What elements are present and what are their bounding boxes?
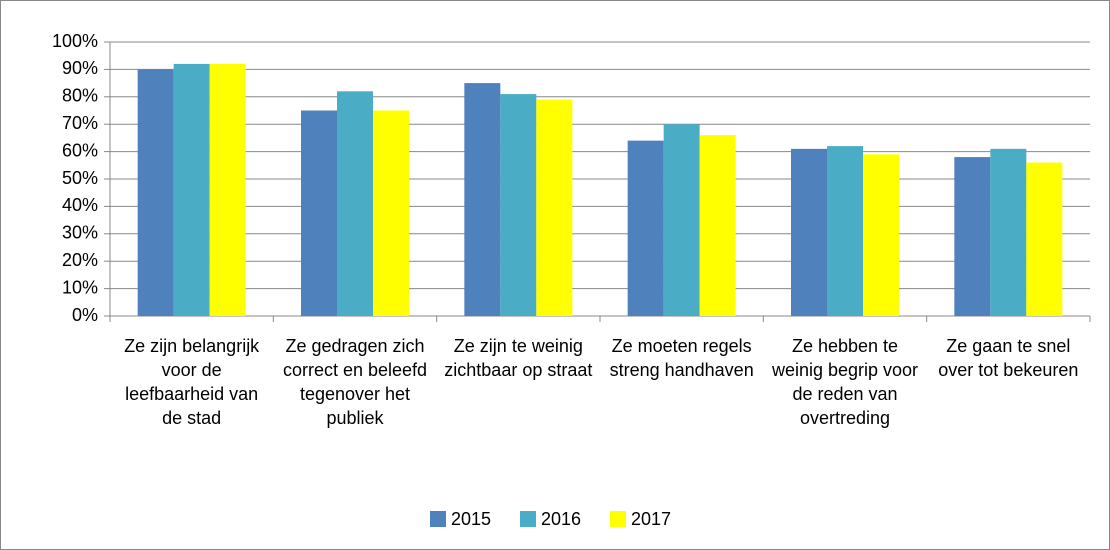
legend-label: 2015 — [451, 509, 491, 529]
y-tick-label: 30% — [62, 223, 98, 243]
x-tick-label: Ze gedragen zich correct en beleefd tege… — [282, 336, 428, 428]
x-tick-label: Ze zijn te weinig zichtbaar op straat — [444, 336, 593, 380]
x-tick-label: Ze hebben te weinig begrip voor de reden… — [771, 336, 919, 428]
y-tick-label: 50% — [62, 168, 98, 188]
bar — [627, 140, 664, 316]
bar — [954, 157, 991, 316]
bar — [173, 63, 210, 316]
y-tick-label: 0% — [72, 305, 98, 325]
y-tick-label: 80% — [62, 86, 98, 106]
y-tick-label: 90% — [62, 58, 98, 78]
bar — [209, 63, 246, 316]
bar — [373, 110, 409, 316]
bar — [990, 148, 1027, 316]
y-tick-label: 60% — [62, 140, 98, 160]
x-tick-label: Ze gaan te snel over tot bekeuren — [938, 336, 1079, 380]
bar — [301, 110, 337, 316]
legend-swatch — [610, 511, 626, 527]
bar — [137, 69, 174, 317]
legend-label: 2016 — [541, 509, 581, 529]
bar — [1026, 162, 1063, 316]
bar — [536, 99, 573, 316]
x-tick-label: Ze zijn belangrijk voor de leefbaarheid … — [124, 336, 260, 428]
bar — [337, 91, 373, 316]
y-tick-label: 20% — [62, 250, 98, 270]
bar — [863, 154, 899, 316]
bar — [699, 135, 736, 316]
y-tick-label: 100% — [52, 31, 98, 51]
bar — [663, 124, 700, 316]
bar — [500, 94, 537, 316]
y-tick-label: 10% — [62, 277, 98, 297]
y-tick-label: 40% — [62, 195, 98, 215]
bar — [791, 148, 827, 316]
x-tick-label: Ze moeten regels streng handhaven — [609, 336, 754, 380]
legend-label: 2017 — [631, 509, 671, 529]
legend-swatch — [430, 511, 446, 527]
bar — [464, 83, 501, 316]
legend-swatch — [520, 511, 536, 527]
bar — [827, 146, 863, 316]
y-tick-label: 70% — [62, 113, 98, 133]
